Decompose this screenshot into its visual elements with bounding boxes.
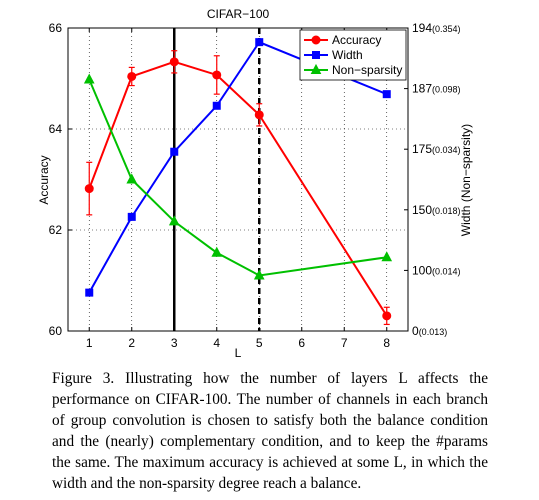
series-width — [85, 38, 391, 297]
data-point-circle — [311, 35, 321, 45]
data-point-square — [170, 147, 179, 156]
legend-item: Width — [304, 48, 363, 62]
x-tick-label: 6 — [298, 336, 305, 350]
legend-item: Accuracy — [304, 33, 381, 47]
series-line — [88, 79, 387, 277]
y-right-nonsparsity-label: (0.013) — [419, 327, 448, 337]
series-non-sparsity — [83, 73, 393, 280]
y-right-nonsparsity-label: (0.098) — [432, 85, 461, 95]
y-axis-left-label: Accuracy — [37, 155, 51, 204]
data-point-square — [85, 288, 94, 297]
data-point-square — [255, 38, 264, 47]
series-line — [88, 60, 388, 317]
legend-label: Width — [332, 48, 363, 62]
legend-label: Accuracy — [332, 33, 381, 47]
series-accuracy — [84, 50, 392, 326]
y-right-nonsparsity-label: (0.018) — [432, 206, 461, 216]
legend-label: Non−sparsity — [332, 63, 402, 77]
series-line — [88, 40, 388, 294]
y-left-tick-label: 64 — [49, 122, 63, 136]
x-tick-label: 1 — [86, 336, 93, 350]
data-point-square — [127, 212, 136, 221]
y-right-tick-label: 175(0.034) — [412, 142, 461, 156]
chart-title: CIFAR−100 — [207, 7, 270, 21]
x-tick-label: 4 — [213, 336, 220, 350]
chart-figure: 1 2 3 4 5 6 7 8 60 62 64 66 0(0.013) 100(0.014) 150(0.… — [37, 7, 473, 360]
figure-caption: Figure 3. Illustrating how the number of… — [52, 370, 488, 492]
y-right-nonsparsity-label: (0.034) — [432, 145, 461, 155]
data-point-circle — [127, 71, 137, 81]
data-point-triangle — [310, 63, 322, 74]
y-right-tick-label: 194(0.354) — [412, 21, 461, 35]
axis-ticks: 1 2 3 4 5 6 7 8 60 62 64 66 0(0.013) 100(0.014) 150(0.… — [49, 21, 461, 350]
y-right-tick-label: 0(0.013) — [412, 324, 447, 338]
data-point-circle — [382, 311, 392, 321]
data-point-square — [212, 101, 221, 110]
y-axis-right-label: Width (Non−sparsity) — [459, 124, 473, 236]
y-right-tick-label: 187(0.098) — [412, 82, 461, 96]
y-right-tick-label: 100(0.014) — [412, 263, 461, 277]
data-point-triangle — [381, 251, 393, 262]
y-right-nonsparsity-label: (0.354) — [432, 24, 461, 34]
legend-item: Non−sparsity — [304, 63, 402, 77]
y-right-tick-label: 150(0.018) — [412, 203, 461, 217]
data-point-triangle — [211, 246, 223, 257]
x-tick-label: 2 — [128, 336, 135, 350]
plot-frame — [67, 27, 409, 332]
line-chart: 1 2 3 4 5 6 7 8 60 62 64 66 0(0.013) 100(0.014) 150(0.… — [37, 7, 473, 360]
data-point-circle — [84, 184, 94, 194]
x-axis-label: L — [235, 346, 242, 360]
data-point-triangle — [83, 73, 95, 84]
y-left-tick-label: 60 — [49, 324, 63, 338]
data-point-triangle — [126, 173, 138, 184]
y-right-nonsparsity-label: (0.014) — [432, 266, 461, 276]
y-left-tick-label: 66 — [49, 21, 63, 35]
y-left-tick-label: 62 — [49, 223, 63, 237]
data-point-square — [312, 51, 320, 59]
data-point-circle — [212, 70, 222, 80]
x-tick-label: 3 — [171, 336, 178, 350]
data-point-triangle — [168, 215, 180, 226]
data-point-square — [382, 90, 391, 99]
vertical-marker-lines — [173, 28, 261, 331]
x-tick-label: 7 — [341, 336, 348, 350]
data-point-triangle — [253, 269, 265, 280]
x-tick-label: 5 — [256, 336, 263, 350]
data-point-circle — [254, 110, 264, 120]
x-tick-label: 8 — [383, 336, 390, 350]
series-layer — [83, 38, 393, 326]
data-point-circle — [169, 57, 179, 67]
